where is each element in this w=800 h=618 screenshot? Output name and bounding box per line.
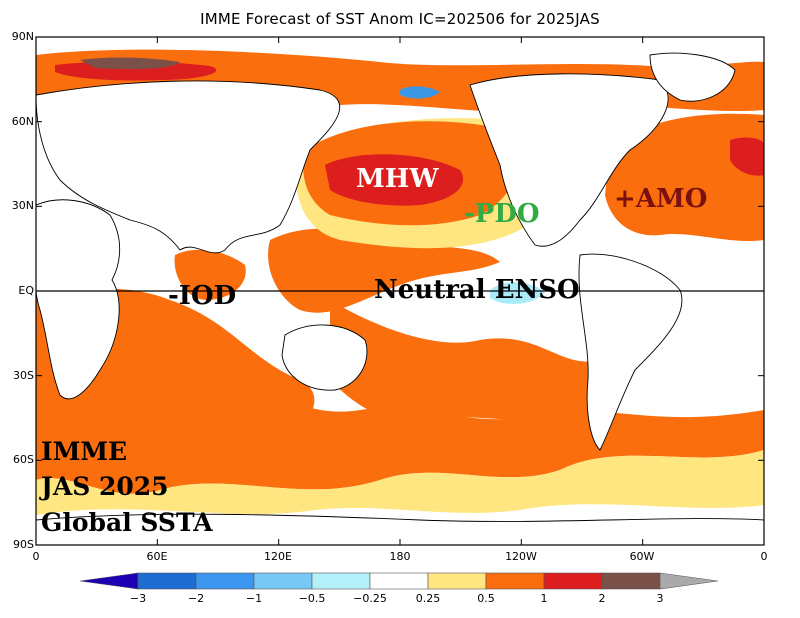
anomaly-tropical-west-pacific <box>268 228 500 313</box>
colorbar <box>79 572 719 590</box>
lon-label-180: 180 <box>389 550 411 563</box>
annotation-iod: -IOD <box>168 281 237 311</box>
annotation-mhw: MHW <box>356 164 439 194</box>
colorbar-label-2: 2 <box>598 592 606 605</box>
colorbar-label-3: 3 <box>656 592 664 605</box>
lat-label-30n: 30N <box>11 199 34 212</box>
axis-ticks <box>35 36 765 546</box>
lon-label-120w: 120W <box>505 550 537 563</box>
colorbar-label-025: 0.25 <box>415 592 441 605</box>
lat-label-90s: 90S <box>13 538 34 551</box>
colorbar-arrow-left <box>79 572 139 590</box>
anomaly-arctic-brown <box>80 57 180 70</box>
anomaly-east-pacific-cool <box>490 281 545 304</box>
anomaly-marine-heatwave-core <box>325 154 464 206</box>
anomaly-north-atlantic <box>605 113 764 242</box>
colorbar-label-neg025: −0.25 <box>353 592 387 605</box>
land-greenland <box>649 52 736 102</box>
corner-label-product: Global SSTA <box>41 508 213 537</box>
lat-label-90n: 90N <box>11 30 34 43</box>
colorbar-label-neg05: −0.5 <box>298 592 326 605</box>
colorbar-swatch <box>369 572 429 590</box>
land-australia <box>281 324 368 391</box>
corner-label-model: IMME <box>41 437 128 466</box>
colorbar-swatch <box>543 572 603 590</box>
annotation-amo: +AMO <box>614 184 708 214</box>
map-title: IMME Forecast of SST Anom IC=202506 for … <box>200 10 600 28</box>
continents <box>36 52 764 545</box>
annotation-pdo: -PDO <box>464 199 540 229</box>
anomaly-north-atlantic-red <box>730 137 764 176</box>
colorbar-label-neg3: −3 <box>129 592 147 605</box>
lat-label-eq: EQ <box>18 284 34 297</box>
lon-label-0-left: 0 <box>32 550 40 563</box>
colorbar-swatch <box>485 572 545 590</box>
corner-label-season: JAS 2025 <box>41 472 169 501</box>
anomaly-southern-ocean-fringe <box>36 450 764 515</box>
colorbar-swatch <box>195 572 255 590</box>
colorbar-label-neg1: −1 <box>245 592 263 605</box>
anomaly-bering-cool <box>400 86 440 99</box>
land-antarctica <box>36 513 764 545</box>
anomaly-south-pacific <box>330 300 600 423</box>
lon-label-0-right: 0 <box>760 550 768 563</box>
land-africa <box>36 199 121 400</box>
land-south-america <box>578 253 683 451</box>
land-north-america <box>469 73 669 247</box>
colorbar-swatch <box>601 572 661 590</box>
colorbar-arrow-right <box>659 572 719 590</box>
colorbar-swatch <box>137 572 197 590</box>
lon-label-60e: 60E <box>146 550 168 563</box>
lon-label-60w: 60W <box>629 550 655 563</box>
anomaly-indian-ocean-north <box>174 249 246 300</box>
colorbar-label-neg2: −2 <box>187 592 205 605</box>
colorbar-swatch <box>311 572 371 590</box>
colorbar-swatch <box>253 572 313 590</box>
lat-label-30s: 30S <box>13 369 34 382</box>
colorbar-swatch <box>427 572 487 590</box>
colorbar-label-05: 0.5 <box>477 592 495 605</box>
lon-label-120e: 120E <box>264 550 292 563</box>
land-eurasia <box>36 80 341 254</box>
annotation-neutral-enso: Neutral ENSO <box>374 275 580 305</box>
lat-label-60n: 60N <box>11 115 34 128</box>
lat-label-60s: 60S <box>13 453 34 466</box>
colorbar-label-1: 1 <box>540 592 548 605</box>
